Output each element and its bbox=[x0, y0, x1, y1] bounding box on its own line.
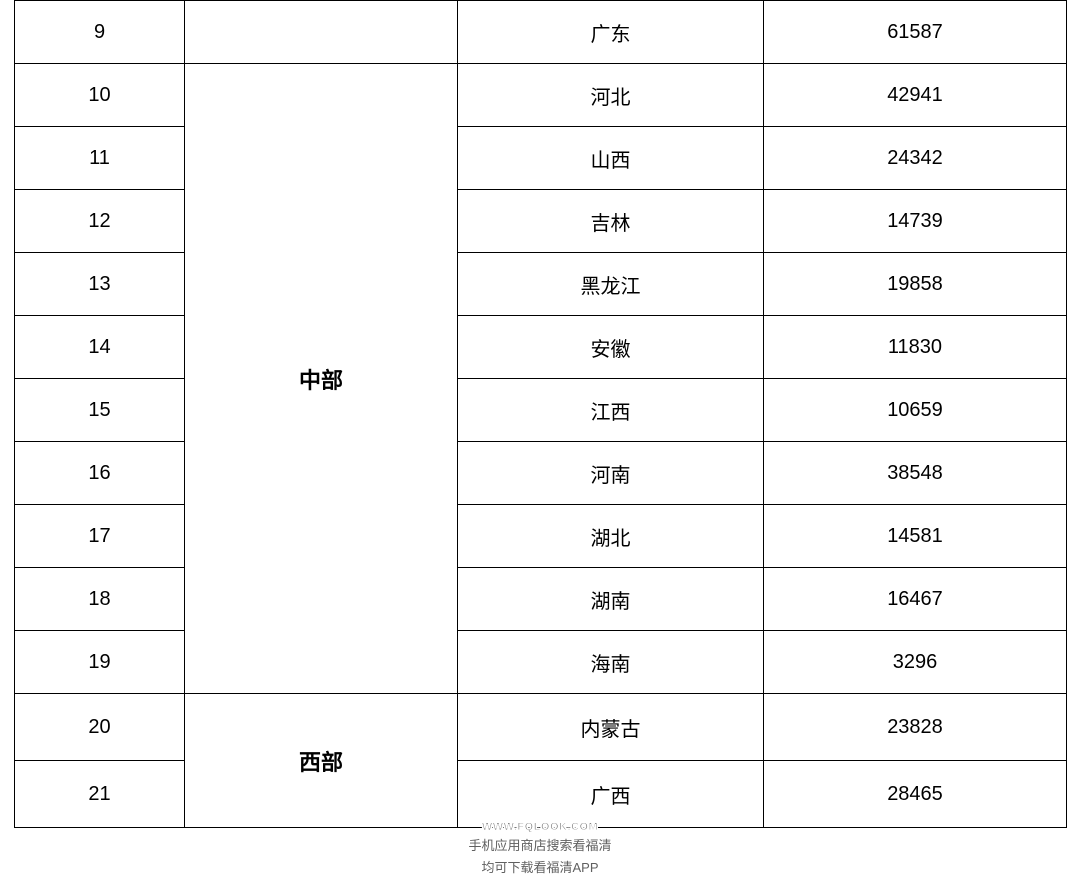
row-number: 9 bbox=[15, 1, 185, 64]
table-row: 17 湖北 14581 bbox=[15, 505, 1067, 568]
province-cell: 黑龙江 bbox=[458, 253, 764, 316]
table-row: 14 安徽 11830 bbox=[15, 316, 1067, 379]
row-number: 18 bbox=[15, 568, 185, 631]
value-cell: 38548 bbox=[764, 442, 1067, 505]
table-row: 11 山西 24342 bbox=[15, 127, 1067, 190]
value-cell: 24342 bbox=[764, 127, 1067, 190]
province-cell: 河南 bbox=[458, 442, 764, 505]
value-cell: 14581 bbox=[764, 505, 1067, 568]
value-cell: 19858 bbox=[764, 253, 1067, 316]
value-cell: 42941 bbox=[764, 64, 1067, 127]
row-number: 15 bbox=[15, 379, 185, 442]
table-row: 18 湖南 16467 bbox=[15, 568, 1067, 631]
table-row: 20 西部 内蒙古 23828 bbox=[15, 694, 1067, 761]
table-row: 19 海南 3296 bbox=[15, 631, 1067, 694]
province-cell: 内蒙古 bbox=[458, 694, 764, 761]
table-row: 13 黑龙江 19858 bbox=[15, 253, 1067, 316]
province-cell: 江西 bbox=[458, 379, 764, 442]
province-cell: 湖北 bbox=[458, 505, 764, 568]
value-cell: 16467 bbox=[764, 568, 1067, 631]
row-number: 17 bbox=[15, 505, 185, 568]
value-cell: 23828 bbox=[764, 694, 1067, 761]
province-cell: 海南 bbox=[458, 631, 764, 694]
row-number: 13 bbox=[15, 253, 185, 316]
region-cell-west: 西部 bbox=[185, 694, 458, 828]
province-data-table: 9 广东 61587 10 中部 河北 42941 11 山西 24342 12… bbox=[14, 0, 1067, 828]
row-number: 14 bbox=[15, 316, 185, 379]
table-row: 12 吉林 14739 bbox=[15, 190, 1067, 253]
watermark-line2: 均可下载看福清APP bbox=[460, 859, 620, 876]
province-cell: 河北 bbox=[458, 64, 764, 127]
region-cell-central: 中部 bbox=[185, 64, 458, 694]
row-number: 19 bbox=[15, 631, 185, 694]
value-cell: 3296 bbox=[764, 631, 1067, 694]
watermark-line1: 手机应用商店搜索看福清 bbox=[460, 837, 620, 855]
table-row: 21 广西 28465 bbox=[15, 761, 1067, 828]
table-row: 15 江西 10659 bbox=[15, 379, 1067, 442]
province-cell: 吉林 bbox=[458, 190, 764, 253]
value-cell: 28465 bbox=[764, 761, 1067, 828]
province-cell: 广东 bbox=[458, 1, 764, 64]
province-cell: 湖南 bbox=[458, 568, 764, 631]
province-cell: 安徽 bbox=[458, 316, 764, 379]
value-cell: 11830 bbox=[764, 316, 1067, 379]
province-cell: 山西 bbox=[458, 127, 764, 190]
row-number: 10 bbox=[15, 64, 185, 127]
value-cell: 10659 bbox=[764, 379, 1067, 442]
value-cell: 61587 bbox=[764, 1, 1067, 64]
region-cell-empty bbox=[185, 1, 458, 64]
table-row: 9 广东 61587 bbox=[15, 1, 1067, 64]
value-cell: 14739 bbox=[764, 190, 1067, 253]
row-number: 12 bbox=[15, 190, 185, 253]
province-cell: 广西 bbox=[458, 761, 764, 828]
data-table-container: 9 广东 61587 10 中部 河北 42941 11 山西 24342 12… bbox=[14, 0, 1066, 828]
row-number: 21 bbox=[15, 761, 185, 828]
row-number: 20 bbox=[15, 694, 185, 761]
table-row: 10 中部 河北 42941 bbox=[15, 64, 1067, 127]
row-number: 16 bbox=[15, 442, 185, 505]
table-row: 16 河南 38548 bbox=[15, 442, 1067, 505]
row-number: 11 bbox=[15, 127, 185, 190]
